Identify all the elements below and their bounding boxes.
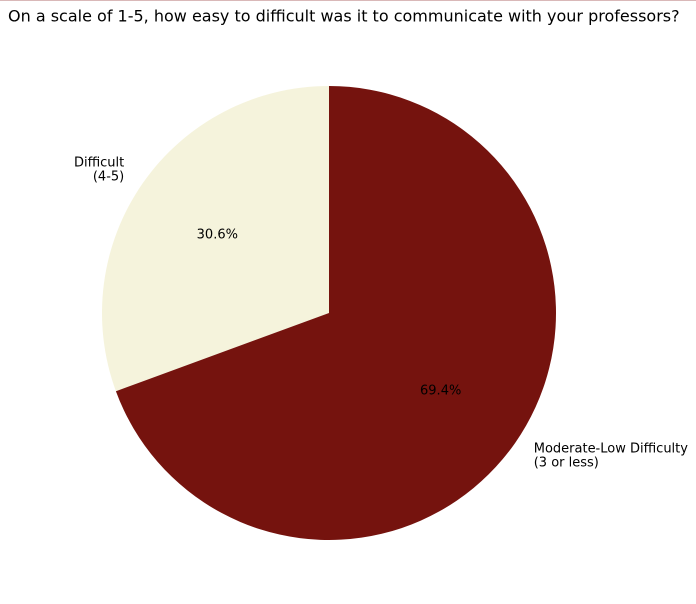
pie-slice [115, 86, 557, 540]
chart-title: On a scale of 1-5, how easy to difficult… [8, 7, 680, 26]
value-label: 30.6% [197, 228, 238, 243]
category-label: (3 or less) [534, 455, 599, 470]
category-label: (4-5) [93, 170, 124, 185]
pie-slice [101, 86, 329, 392]
category-label: Moderate-Low Difficulty [534, 441, 689, 456]
value-label: 69.4% [420, 383, 461, 398]
category-label: Difficult [74, 156, 124, 171]
